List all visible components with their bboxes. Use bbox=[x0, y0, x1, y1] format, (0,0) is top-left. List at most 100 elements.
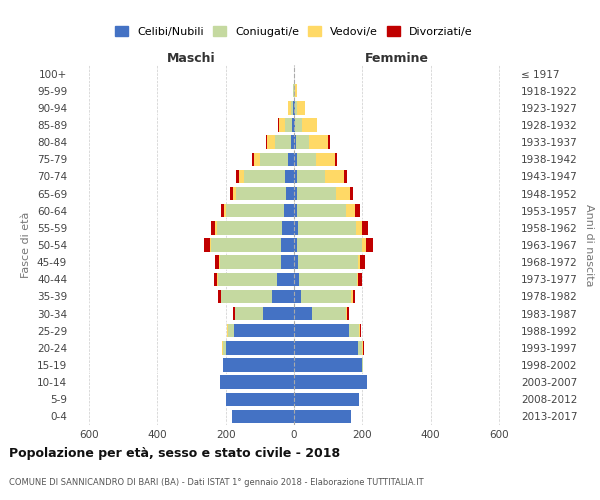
Bar bbox=[295, 118, 302, 132]
Bar bbox=[290, 101, 293, 114]
Bar bbox=[294, 101, 295, 114]
Bar bbox=[209, 238, 211, 252]
Bar bbox=[294, 136, 296, 149]
Bar bbox=[298, 256, 358, 269]
Bar bbox=[278, 118, 285, 132]
Bar bbox=[218, 290, 221, 303]
Bar bbox=[302, 118, 317, 132]
Bar bbox=[293, 101, 294, 114]
Bar bbox=[221, 341, 222, 354]
Bar bbox=[358, 272, 362, 286]
Bar bbox=[282, 221, 294, 234]
Bar bbox=[346, 204, 355, 218]
Bar bbox=[211, 221, 215, 234]
Bar bbox=[233, 187, 236, 200]
Bar bbox=[266, 136, 268, 149]
Bar bbox=[294, 410, 352, 423]
Bar bbox=[312, 307, 346, 320]
Bar bbox=[226, 204, 284, 218]
Text: Maschi: Maschi bbox=[167, 52, 216, 66]
Bar bbox=[223, 341, 226, 354]
Bar bbox=[268, 136, 275, 149]
Bar bbox=[294, 341, 358, 354]
Bar bbox=[316, 152, 335, 166]
Bar bbox=[359, 324, 360, 338]
Bar bbox=[356, 221, 362, 234]
Bar bbox=[362, 341, 363, 354]
Bar bbox=[224, 204, 226, 218]
Bar bbox=[233, 307, 235, 320]
Bar bbox=[286, 170, 294, 183]
Bar bbox=[360, 324, 361, 338]
Bar bbox=[308, 136, 328, 149]
Bar bbox=[363, 341, 364, 354]
Bar bbox=[295, 101, 298, 114]
Bar bbox=[292, 118, 294, 132]
Bar bbox=[234, 324, 294, 338]
Bar bbox=[286, 187, 294, 200]
Bar bbox=[294, 152, 297, 166]
Bar bbox=[294, 187, 298, 200]
Bar bbox=[294, 118, 295, 132]
Text: COMUNE DI SANNICANDRO DI BARI (BA) - Dati ISTAT 1° gennaio 2018 - Elaborazione T: COMUNE DI SANNICANDRO DI BARI (BA) - Dat… bbox=[9, 478, 424, 487]
Bar bbox=[294, 221, 298, 234]
Bar bbox=[299, 272, 357, 286]
Bar bbox=[217, 221, 282, 234]
Bar bbox=[228, 324, 234, 338]
Bar bbox=[294, 307, 312, 320]
Bar bbox=[362, 238, 366, 252]
Bar bbox=[220, 256, 281, 269]
Bar bbox=[215, 256, 219, 269]
Bar bbox=[281, 238, 294, 252]
Bar bbox=[335, 152, 337, 166]
Bar bbox=[219, 256, 220, 269]
Bar bbox=[298, 238, 362, 252]
Y-axis label: Fasce di età: Fasce di età bbox=[22, 212, 31, 278]
Bar bbox=[226, 392, 294, 406]
Bar bbox=[251, 152, 254, 166]
Bar bbox=[223, 358, 294, 372]
Text: Femmine: Femmine bbox=[364, 52, 428, 66]
Bar bbox=[221, 290, 272, 303]
Bar bbox=[218, 272, 277, 286]
Bar bbox=[211, 238, 281, 252]
Bar bbox=[346, 307, 347, 320]
Bar bbox=[217, 272, 218, 286]
Bar bbox=[294, 204, 298, 218]
Bar bbox=[328, 136, 330, 149]
Bar bbox=[204, 238, 209, 252]
Bar bbox=[226, 341, 294, 354]
Bar bbox=[355, 204, 360, 218]
Bar bbox=[272, 290, 294, 303]
Bar bbox=[215, 221, 217, 234]
Bar bbox=[344, 170, 347, 183]
Bar bbox=[358, 256, 359, 269]
Bar bbox=[352, 290, 353, 303]
Bar bbox=[230, 187, 233, 200]
Bar bbox=[294, 392, 359, 406]
Bar bbox=[297, 152, 316, 166]
Bar bbox=[288, 152, 294, 166]
Bar bbox=[366, 238, 373, 252]
Bar bbox=[294, 358, 362, 372]
Bar bbox=[296, 136, 308, 149]
Bar bbox=[221, 204, 224, 218]
Bar bbox=[298, 221, 356, 234]
Bar bbox=[235, 307, 263, 320]
Bar bbox=[335, 187, 350, 200]
Legend: Celibi/Nubili, Coniugati/e, Vedovi/e, Divorziati/e: Celibi/Nubili, Coniugati/e, Vedovi/e, Di… bbox=[111, 22, 477, 42]
Bar bbox=[281, 256, 294, 269]
Bar bbox=[357, 272, 358, 286]
Bar bbox=[214, 272, 217, 286]
Bar bbox=[220, 376, 294, 389]
Bar bbox=[298, 101, 305, 114]
Bar bbox=[349, 324, 359, 338]
Text: Popolazione per età, sesso e stato civile - 2018: Popolazione per età, sesso e stato civil… bbox=[9, 448, 340, 460]
Bar bbox=[362, 358, 363, 372]
Bar bbox=[298, 170, 325, 183]
Bar bbox=[298, 204, 346, 218]
Bar bbox=[232, 410, 294, 423]
Bar bbox=[358, 341, 362, 354]
Bar bbox=[244, 170, 286, 183]
Bar bbox=[263, 307, 294, 320]
